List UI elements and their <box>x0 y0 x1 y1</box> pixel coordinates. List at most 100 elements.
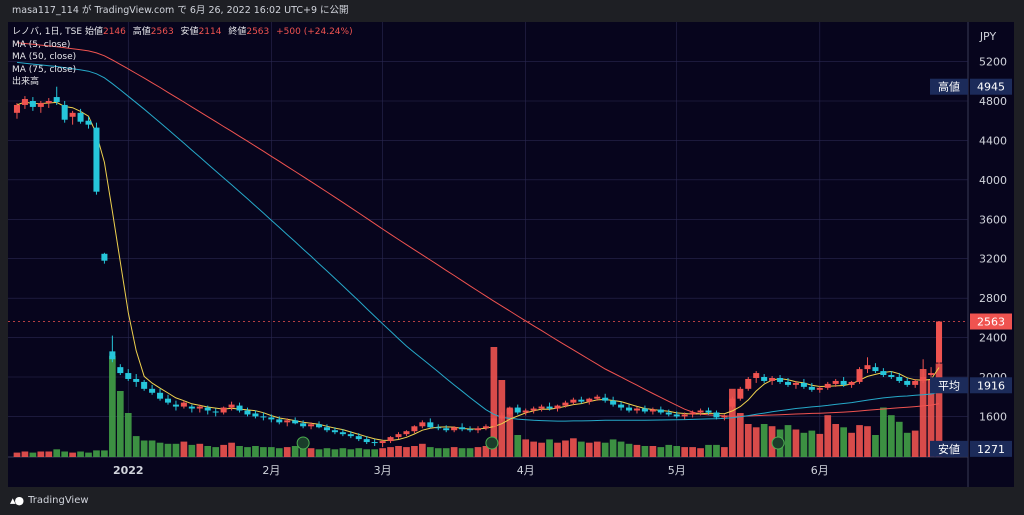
candle-body <box>936 321 943 363</box>
candle-body <box>157 392 164 399</box>
indicator-ma50[interactable]: MA (50, close) <box>12 52 77 62</box>
volume-bar <box>315 449 323 457</box>
candle-body <box>840 380 847 385</box>
volume-bar <box>450 447 458 457</box>
volume-bar <box>69 452 76 457</box>
volume-bar <box>196 443 204 457</box>
indicator-volume[interactable]: 出来高 <box>12 77 40 87</box>
candle-body <box>562 402 569 406</box>
candle-body <box>530 408 537 411</box>
candle-body <box>761 377 768 381</box>
tradingview-logo-icon: ▴● <box>10 494 24 507</box>
candle-body <box>371 442 378 444</box>
volume-bar <box>180 441 188 457</box>
volume-bar <box>379 448 386 457</box>
volume-bar <box>260 447 267 457</box>
y-tick-label: 4000 <box>979 174 1007 187</box>
volume-bar <box>109 355 116 457</box>
candle-body <box>451 427 458 431</box>
indicator-ma5[interactable]: MA (5, close) <box>12 39 71 50</box>
candle-body <box>308 424 315 427</box>
candle-body <box>284 420 291 423</box>
platform-link[interactable]: TradingView.com <box>94 5 175 16</box>
publisher-username[interactable]: masa117_114 <box>12 5 79 16</box>
candle-body <box>427 422 434 428</box>
candle-body <box>459 427 466 430</box>
y-tick-label: 1600 <box>979 410 1007 423</box>
tradingview-brand[interactable]: ▴● TradingView <box>10 494 89 507</box>
volume-bar <box>903 432 911 457</box>
y-tick-label: 2800 <box>979 292 1007 305</box>
candle-body <box>37 102 44 107</box>
volume-bar <box>705 444 712 457</box>
volume-bar <box>387 447 394 457</box>
candle-body <box>856 369 863 382</box>
volume-bar <box>577 441 585 457</box>
candle-body <box>864 365 871 370</box>
volume-bar <box>617 441 625 457</box>
chart-area[interactable]: 1600200024002800320036004000440048005200… <box>8 22 1014 487</box>
candle-body <box>323 427 330 431</box>
ma50-line <box>16 61 940 422</box>
candle-body <box>252 413 259 417</box>
x-tick-label: 2月 <box>262 464 280 477</box>
volume-bar <box>442 448 450 457</box>
volume-bar <box>784 425 792 457</box>
volume-bar <box>291 446 299 457</box>
candle-body <box>29 101 36 107</box>
candle-body <box>816 387 823 390</box>
volume-bar <box>77 451 84 457</box>
volume-bar <box>760 424 768 457</box>
y-tick-label: 5200 <box>979 56 1007 69</box>
volume-bar <box>363 449 371 457</box>
volume-bar <box>93 450 100 457</box>
volume-bar <box>840 427 847 457</box>
candle-body <box>276 419 283 423</box>
volume-bar <box>21 451 29 457</box>
candle-body <box>649 409 656 412</box>
volume-bar <box>792 429 800 457</box>
candle-body <box>848 381 855 385</box>
price-tag-value: 1916 <box>977 379 1005 392</box>
volume-bar <box>61 451 69 457</box>
candle-body <box>45 101 52 103</box>
open-value: 2146 <box>102 27 126 37</box>
volume-bar <box>371 449 379 457</box>
low-value: 2114 <box>198 27 222 37</box>
candle-body <box>164 398 172 403</box>
header-particle-de: で <box>177 5 187 16</box>
volume-bar <box>482 446 490 457</box>
volume-bar <box>665 444 673 457</box>
candle-body <box>403 431 410 435</box>
candle-body <box>228 404 235 408</box>
price-tag-value: 2563 <box>977 316 1005 329</box>
volume-bar <box>140 440 148 457</box>
price-chart[interactable]: 1600200024002800320036004000440048005200… <box>8 22 1014 487</box>
price-tag-box <box>970 377 1012 394</box>
candle-body <box>419 422 426 427</box>
volume-bar <box>13 452 21 457</box>
symbol-label[interactable]: レノバ, 1日, TSE <box>12 27 83 37</box>
volume-bar <box>426 447 434 457</box>
price-tag-label-box <box>930 78 968 95</box>
earnings-marker-icon[interactable] <box>771 436 785 450</box>
volume-bar <box>148 440 156 457</box>
earnings-marker-icon[interactable] <box>485 436 499 450</box>
volume-bar <box>816 433 824 457</box>
candle-body <box>808 386 815 390</box>
change-value: +500 (+24.24%) <box>276 27 353 37</box>
close-value: 2563 <box>246 27 270 37</box>
price-tag-value: 4945 <box>977 81 1005 94</box>
y-tick-label: 4400 <box>979 134 1007 147</box>
candle-body <box>141 381 148 389</box>
earnings-marker-icon[interactable] <box>296 436 310 450</box>
indicator-ma75[interactable]: MA (75, close) <box>12 64 77 75</box>
candle-body <box>204 407 211 411</box>
candle-body <box>379 441 386 444</box>
high-label: 高値 <box>132 27 151 37</box>
volume-bar <box>220 444 227 457</box>
candle-body <box>61 104 68 120</box>
volume-bar <box>458 448 466 457</box>
header-published: に公開 <box>320 5 349 16</box>
candle-body <box>777 377 784 382</box>
